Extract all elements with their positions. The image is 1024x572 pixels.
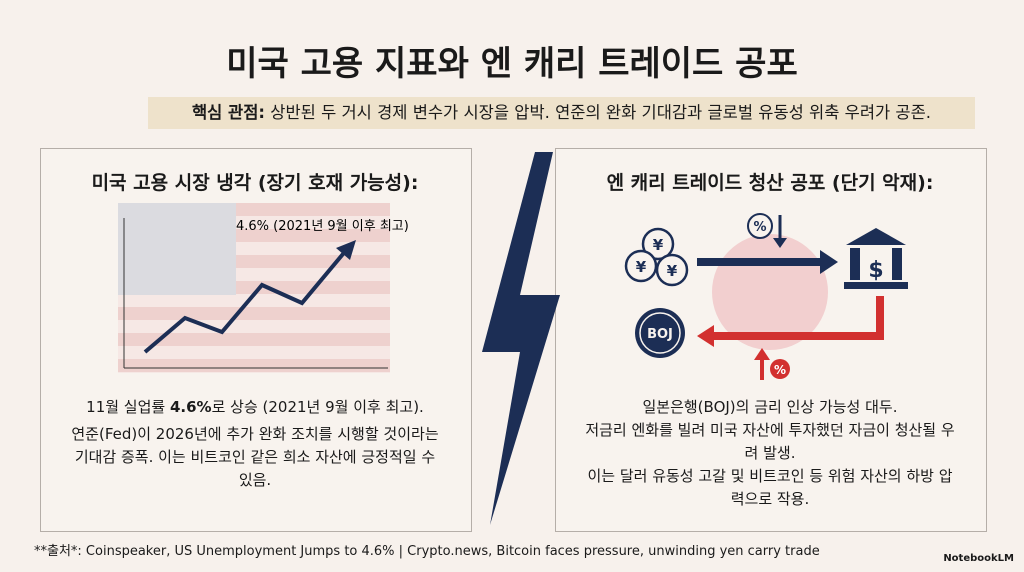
key-point: 핵심 관점: 상반된 두 거시 경제 변수가 시장을 압박. 연준의 완화 기대…: [148, 97, 975, 129]
yen: ¥: [653, 236, 664, 254]
up-arrow-head: [754, 348, 770, 360]
yen: ¥: [667, 262, 678, 280]
right-paragraph: 저금리 엔화를 빌려 미국 자산에 투자했던 자금이 청산될 우려 발생.: [585, 421, 955, 462]
down-arrow-head: [773, 238, 787, 248]
return-arrow-head: [697, 325, 714, 347]
left-panel: [40, 148, 472, 532]
trend-line: [143, 246, 350, 354]
text: 11월 실업률: [86, 398, 170, 416]
left-text: 11월 실업률 4.6%로 상승 (2021년 9월 이후 최고). 연준(Fe…: [70, 396, 440, 492]
percent-badge: [747, 213, 773, 239]
left-paragraph: 연준(Fed)이 2026년에 추가 완화 조치를 시행할 것이라는 기대감 증…: [71, 425, 439, 489]
flag-canton: [118, 203, 236, 295]
title: 미국 고용 지표와 엔 캐리 트레이드 공포: [226, 44, 798, 84]
right-heading: 엔 캐리 트레이드 청산 공포 (단기 악재):: [606, 172, 934, 194]
bank: [844, 228, 908, 289]
boj-seal: [635, 308, 685, 358]
key-text: 상반된 두 거시 경제 변수가 시장을 압박. 연준의 완화 기대감과 글로벌 …: [270, 103, 932, 122]
flag-bg: [118, 203, 390, 373]
key-label: 핵심 관점:: [191, 103, 266, 122]
percent: %: [774, 363, 786, 377]
return-arrow: [712, 296, 884, 340]
source: **출처*: Coinspeaker, US Unemployment Jump…: [34, 544, 820, 559]
boj: BOJ: [647, 327, 673, 342]
left-paragraph: 11월 실업률 4.6%로 상승 (2021년 9월 이후 최고).: [70, 396, 440, 419]
chart-annotation: 4.6% (2021년 9월 이후 최고): [236, 219, 409, 234]
right-paragraph: 일본은행(BOJ)의 금리 인상 가능성 대두.: [642, 398, 898, 416]
percent-badge-red: [770, 359, 790, 379]
boj-ring: [639, 312, 681, 354]
arrow-head: [336, 240, 356, 260]
right-text: 일본은행(BOJ)의 금리 인상 가능성 대두. 저금리 엔화를 빌려 미국 자…: [585, 396, 955, 511]
percent: %: [753, 220, 766, 235]
lightning-bolt: [482, 152, 560, 525]
highlight: 4.6%: [169, 398, 212, 416]
dollar: $: [868, 258, 883, 283]
flow-arrow: [697, 258, 822, 266]
left-heading: 미국 고용 시장 냉각 (장기 호재 가능성):: [91, 172, 419, 194]
brand: NotebookLM: [943, 553, 1014, 564]
yen-coins: [624, 227, 689, 287]
text: 로 상승 (2021년 9월 이후 최고).: [211, 398, 424, 416]
right-paragraph: 이는 달러 유동성 고갈 및 비트코인 등 위험 자산의 하방 압력으로 작용.: [587, 467, 953, 508]
yen: ¥: [636, 258, 647, 276]
flow-arrow-head: [820, 250, 838, 274]
